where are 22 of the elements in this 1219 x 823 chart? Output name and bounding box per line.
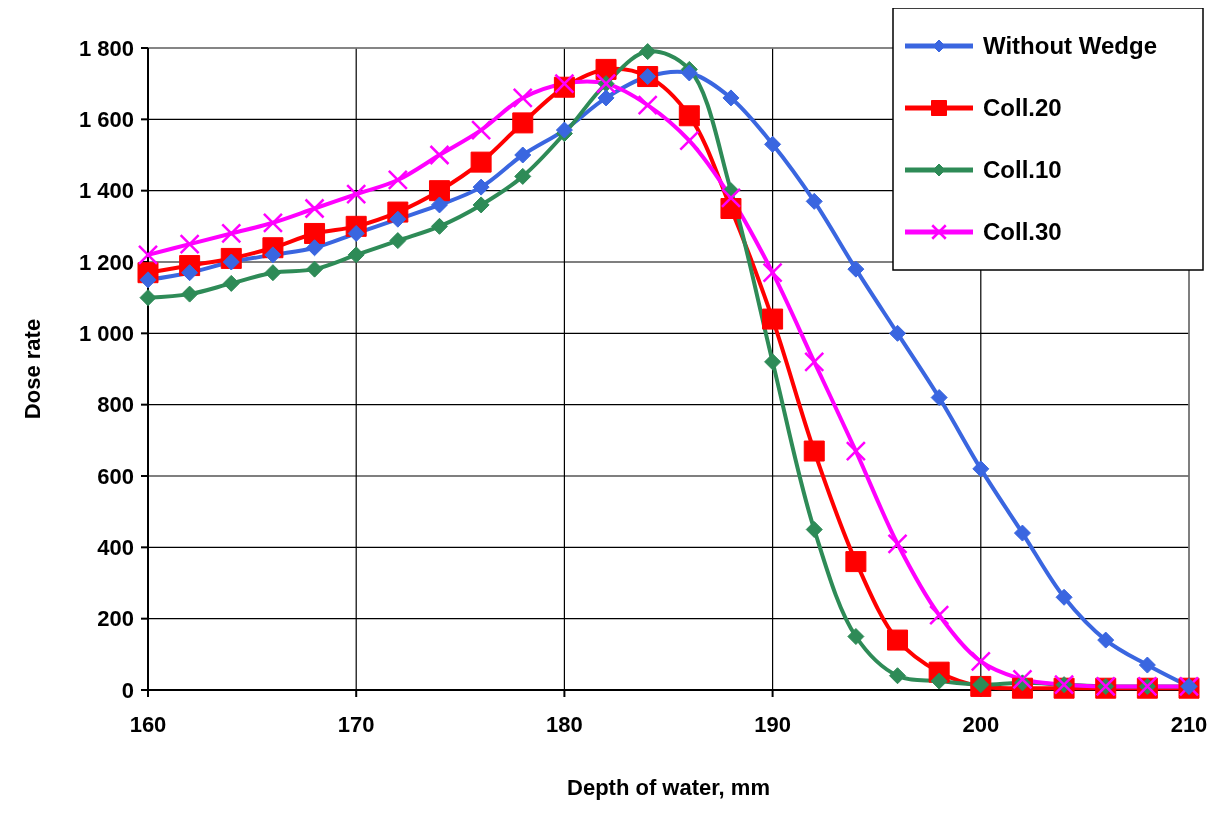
x-tick-label: 200 — [962, 712, 1000, 737]
y-tick-label: 1 000 — [78, 321, 134, 347]
y-tick-label: 600 — [97, 463, 134, 489]
x-tick-label: 180 — [546, 712, 583, 737]
y-tick-label: 1 600 — [78, 107, 134, 133]
legend-label: Without Wedge — [983, 32, 1157, 60]
y-axis-title: Dose rate — [20, 318, 45, 420]
x-tick-label: 170 — [337, 712, 375, 737]
legend-label: Coll.20 — [983, 94, 1062, 122]
y-tick-label: 200 — [97, 606, 134, 632]
x-tick-label: 190 — [754, 712, 791, 737]
y-tick-label: 1 400 — [78, 178, 134, 204]
y-tick-label: 400 — [97, 535, 134, 561]
x-tick-label: 160 — [129, 712, 167, 737]
y-tick-label: 800 — [97, 392, 134, 418]
y-tick-label: 1 200 — [78, 249, 134, 275]
x-tick-label: 210 — [1170, 712, 1208, 737]
x-axis-title: Depth of water, mm — [567, 775, 770, 800]
legend-label: Coll.30 — [983, 218, 1062, 246]
y-tick-label: 1 800 — [78, 35, 134, 61]
legend-label: Coll.10 — [983, 156, 1062, 184]
y-tick-label: 0 — [121, 677, 134, 703]
